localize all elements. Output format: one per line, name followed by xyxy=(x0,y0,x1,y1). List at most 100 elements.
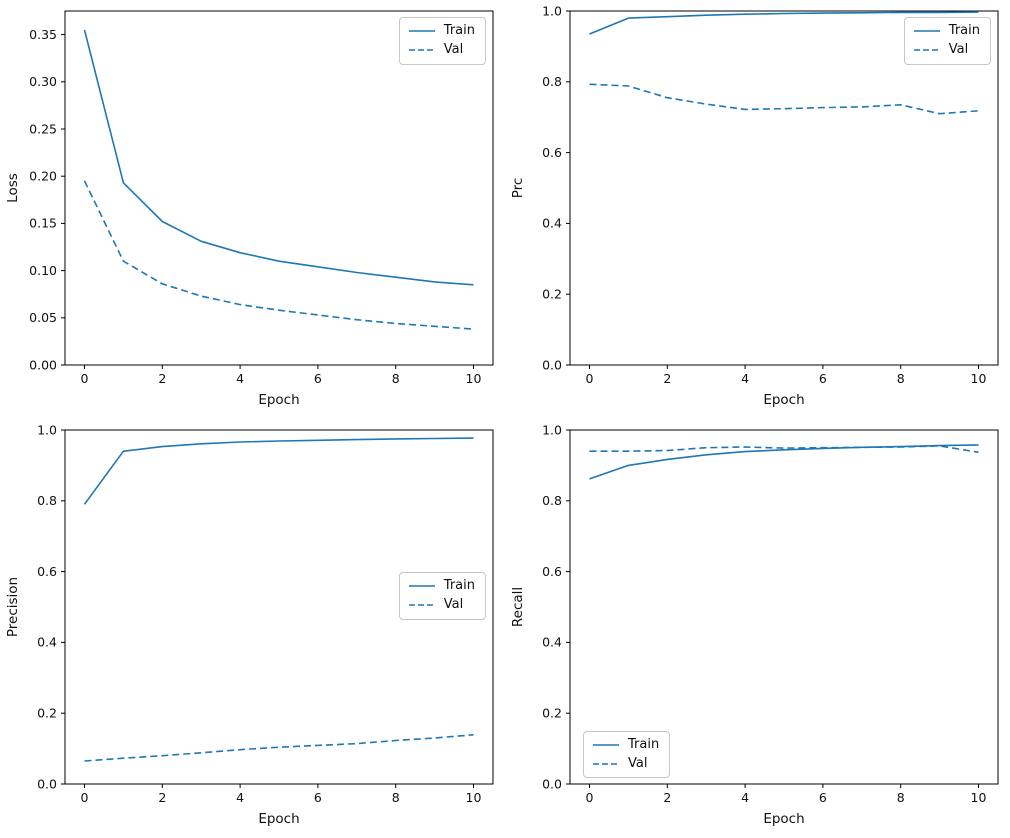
legend: Train Val xyxy=(903,17,991,65)
plot-frame xyxy=(569,10,999,366)
y-tick-label: 0.6 xyxy=(37,564,57,579)
x-tick-label: 0 xyxy=(586,371,594,386)
legend-entry-train: Train xyxy=(408,578,475,594)
x-tick-label: 8 xyxy=(897,790,905,805)
legend: Train Val xyxy=(398,572,486,620)
train-line xyxy=(589,11,979,35)
x-tick-label: 4 xyxy=(741,790,749,805)
loss-plot-canvas: 0 2 4 6 8 10 0.00 0.05 0.10 0.15 0.20 0.25 0.30 0.35 E… xyxy=(5,10,494,408)
x-tick-label: 4 xyxy=(236,790,244,805)
legend-line-sample xyxy=(913,49,940,52)
x-tick-label: 6 xyxy=(314,371,322,386)
legend-label: Val xyxy=(443,597,464,613)
x-tick-label: 10 xyxy=(466,790,482,805)
y-tick-label: 0.00 xyxy=(29,357,57,372)
plot-frame xyxy=(64,429,494,785)
legend-label: Val xyxy=(948,42,969,58)
legend-line-sample xyxy=(593,743,619,746)
y-tick-label: 1.0 xyxy=(542,3,562,18)
x-tick-label: 8 xyxy=(392,790,400,805)
x-tick-label: 10 xyxy=(971,790,987,805)
x-tick-label: 0 xyxy=(586,790,594,805)
legend-line-sample xyxy=(408,30,435,32)
plot-frame xyxy=(64,10,494,366)
val-line xyxy=(84,734,474,762)
subplot-precision: 0 2 4 6 8 10 0.0 0.2 0.4 0.6 0.8 1.0 Epoch Precision … xyxy=(0,419,505,838)
legend-line-sample xyxy=(593,763,619,765)
x-tick-label: 6 xyxy=(819,790,827,805)
x-tick-label: 0 xyxy=(81,790,89,805)
train-line xyxy=(83,437,474,505)
y-tick-label: 0.20 xyxy=(29,169,57,184)
y-tick-label: 1.0 xyxy=(37,422,57,437)
val-line xyxy=(589,83,979,115)
y-tick-label: 0.8 xyxy=(542,74,562,89)
train-line xyxy=(589,444,979,480)
legend-entry-val: Val xyxy=(913,42,980,58)
val-line xyxy=(83,180,474,330)
y-tick-label: 0.30 xyxy=(29,74,57,89)
x-axis-label: Epoch xyxy=(763,811,804,827)
y-tick-label: 0.2 xyxy=(542,287,562,302)
y-tick-label: 0.6 xyxy=(542,145,562,160)
x-tick-label: 4 xyxy=(236,371,244,386)
x-tick-label: 0 xyxy=(81,371,89,386)
legend-label: Val xyxy=(443,42,464,58)
y-tick-label: 1.0 xyxy=(542,422,562,437)
subplot-recall: 0 2 4 6 8 10 0.0 0.2 0.4 0.6 0.8 1.0 Epoch Recall Tra… xyxy=(505,419,1010,838)
legend-label: Train xyxy=(628,736,660,752)
x-tick-label: 10 xyxy=(466,371,482,386)
recall-plot-canvas: 0 2 4 6 8 10 0.0 0.2 0.4 0.6 0.8 1.0 Epoch Recall xyxy=(510,422,999,827)
y-axis-label: Prc xyxy=(510,178,526,199)
y-tick-label: 0.25 xyxy=(29,121,57,136)
y-tick-label: 0.8 xyxy=(37,493,57,508)
x-tick-label: 8 xyxy=(392,371,400,386)
x-axis-label: Epoch xyxy=(258,392,299,408)
legend-entry-val: Val xyxy=(408,597,475,613)
y-tick-label: 0.0 xyxy=(37,776,57,791)
legend-line-sample xyxy=(408,49,435,52)
val-line xyxy=(589,445,979,454)
y-tick-label: 0.4 xyxy=(542,216,562,231)
x-tick-label: 2 xyxy=(158,790,166,805)
legend-line-sample xyxy=(913,30,940,32)
x-tick-label: 2 xyxy=(663,371,671,386)
x-axis-label: Epoch xyxy=(763,392,804,408)
legend-entry-train: Train xyxy=(592,737,659,753)
y-tick-label: 0.4 xyxy=(542,635,562,650)
plot-frame xyxy=(569,429,999,785)
x-tick-label: 4 xyxy=(741,371,749,386)
legend-label: Train xyxy=(443,578,475,593)
prc-plot-canvas: 0 2 4 6 8 10 0.0 0.2 0.4 0.6 0.8 1.0 Epoch Prc xyxy=(510,3,999,408)
legend-entry-val: Val xyxy=(592,756,659,772)
y-tick-label: 0.4 xyxy=(37,635,57,650)
x-tick-label: 2 xyxy=(158,371,166,386)
precision-plot-canvas: 0 2 4 6 8 10 0.0 0.2 0.4 0.6 0.8 1.0 Epoch Precision xyxy=(5,422,494,827)
y-tick-label: 0.2 xyxy=(37,706,57,721)
legend-line-sample xyxy=(408,585,435,587)
legend: Train Val xyxy=(583,730,671,778)
x-tick-label: 6 xyxy=(314,790,322,805)
x-tick-label: 8 xyxy=(897,371,905,386)
x-axis-label: Epoch xyxy=(258,811,299,827)
x-tick-label: 2 xyxy=(663,790,671,805)
legend-line-sample xyxy=(408,604,435,607)
y-tick-label: 0.10 xyxy=(29,263,57,278)
y-tick-label: 0.05 xyxy=(29,310,57,325)
legend-entry-train: Train xyxy=(408,23,475,39)
y-axis-label: Precision xyxy=(5,577,21,637)
y-tick-label: 0.2 xyxy=(542,706,562,721)
y-tick-label: 0.35 xyxy=(29,27,57,42)
y-tick-label: 0.0 xyxy=(542,776,562,791)
legend: Train Val xyxy=(398,17,486,65)
x-tick-label: 10 xyxy=(971,371,987,386)
y-tick-label: 0.8 xyxy=(542,493,562,508)
legend-entry-train: Train xyxy=(913,23,980,39)
y-tick-label: 0.0 xyxy=(542,357,562,372)
y-axis-label: Recall xyxy=(510,587,526,627)
x-tick-label: 6 xyxy=(819,371,827,386)
legend-entry-val: Val xyxy=(408,42,475,58)
y-axis-label: Loss xyxy=(5,173,21,203)
legend-label: Train xyxy=(443,23,475,38)
